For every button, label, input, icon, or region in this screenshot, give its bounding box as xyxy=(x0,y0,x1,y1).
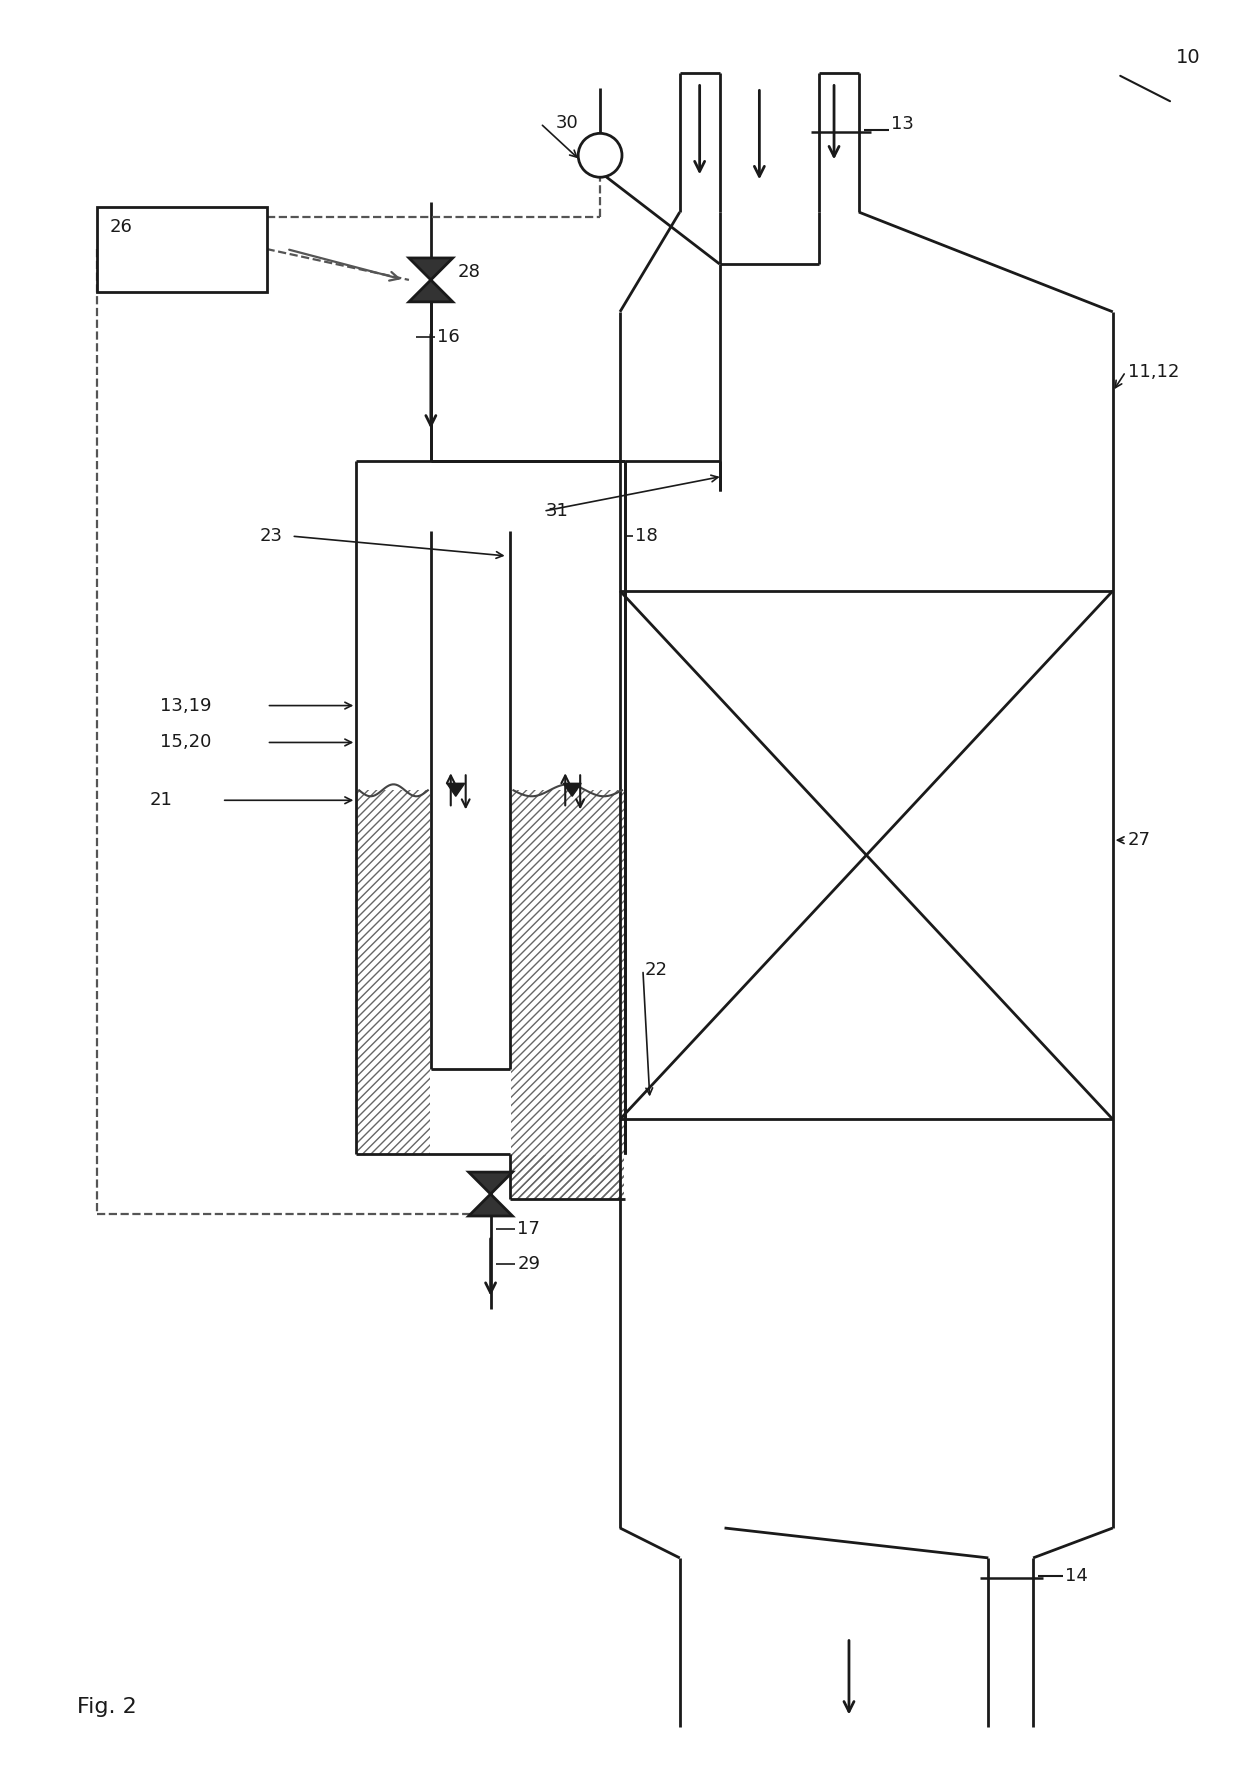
Bar xyxy=(511,1155,624,1199)
Text: 15,20: 15,20 xyxy=(160,733,212,751)
Text: 10: 10 xyxy=(1176,48,1200,68)
Bar xyxy=(98,206,267,292)
Text: 18: 18 xyxy=(635,527,657,544)
Polygon shape xyxy=(469,1194,512,1217)
Text: 22: 22 xyxy=(645,961,668,978)
Bar xyxy=(357,790,430,1155)
Polygon shape xyxy=(563,783,582,797)
Polygon shape xyxy=(409,258,453,279)
Text: 16: 16 xyxy=(436,327,460,345)
Text: 31: 31 xyxy=(546,502,568,519)
Text: 23: 23 xyxy=(259,527,283,544)
Text: 27: 27 xyxy=(1127,831,1151,849)
Bar xyxy=(511,790,624,1199)
Text: Fig. 2: Fig. 2 xyxy=(77,1697,138,1717)
Text: 14: 14 xyxy=(1065,1567,1087,1585)
Text: 26: 26 xyxy=(109,219,133,237)
Circle shape xyxy=(578,133,622,178)
Text: 17: 17 xyxy=(517,1220,541,1238)
Text: 13,19: 13,19 xyxy=(160,697,212,715)
Text: 30: 30 xyxy=(556,114,578,132)
Text: 13: 13 xyxy=(890,116,914,133)
Text: 28: 28 xyxy=(458,263,481,281)
Text: 21: 21 xyxy=(150,792,174,809)
Polygon shape xyxy=(469,1172,512,1194)
Polygon shape xyxy=(409,279,453,302)
Text: 11,12: 11,12 xyxy=(1127,363,1179,381)
Polygon shape xyxy=(446,783,465,797)
Text: 29: 29 xyxy=(517,1254,541,1272)
